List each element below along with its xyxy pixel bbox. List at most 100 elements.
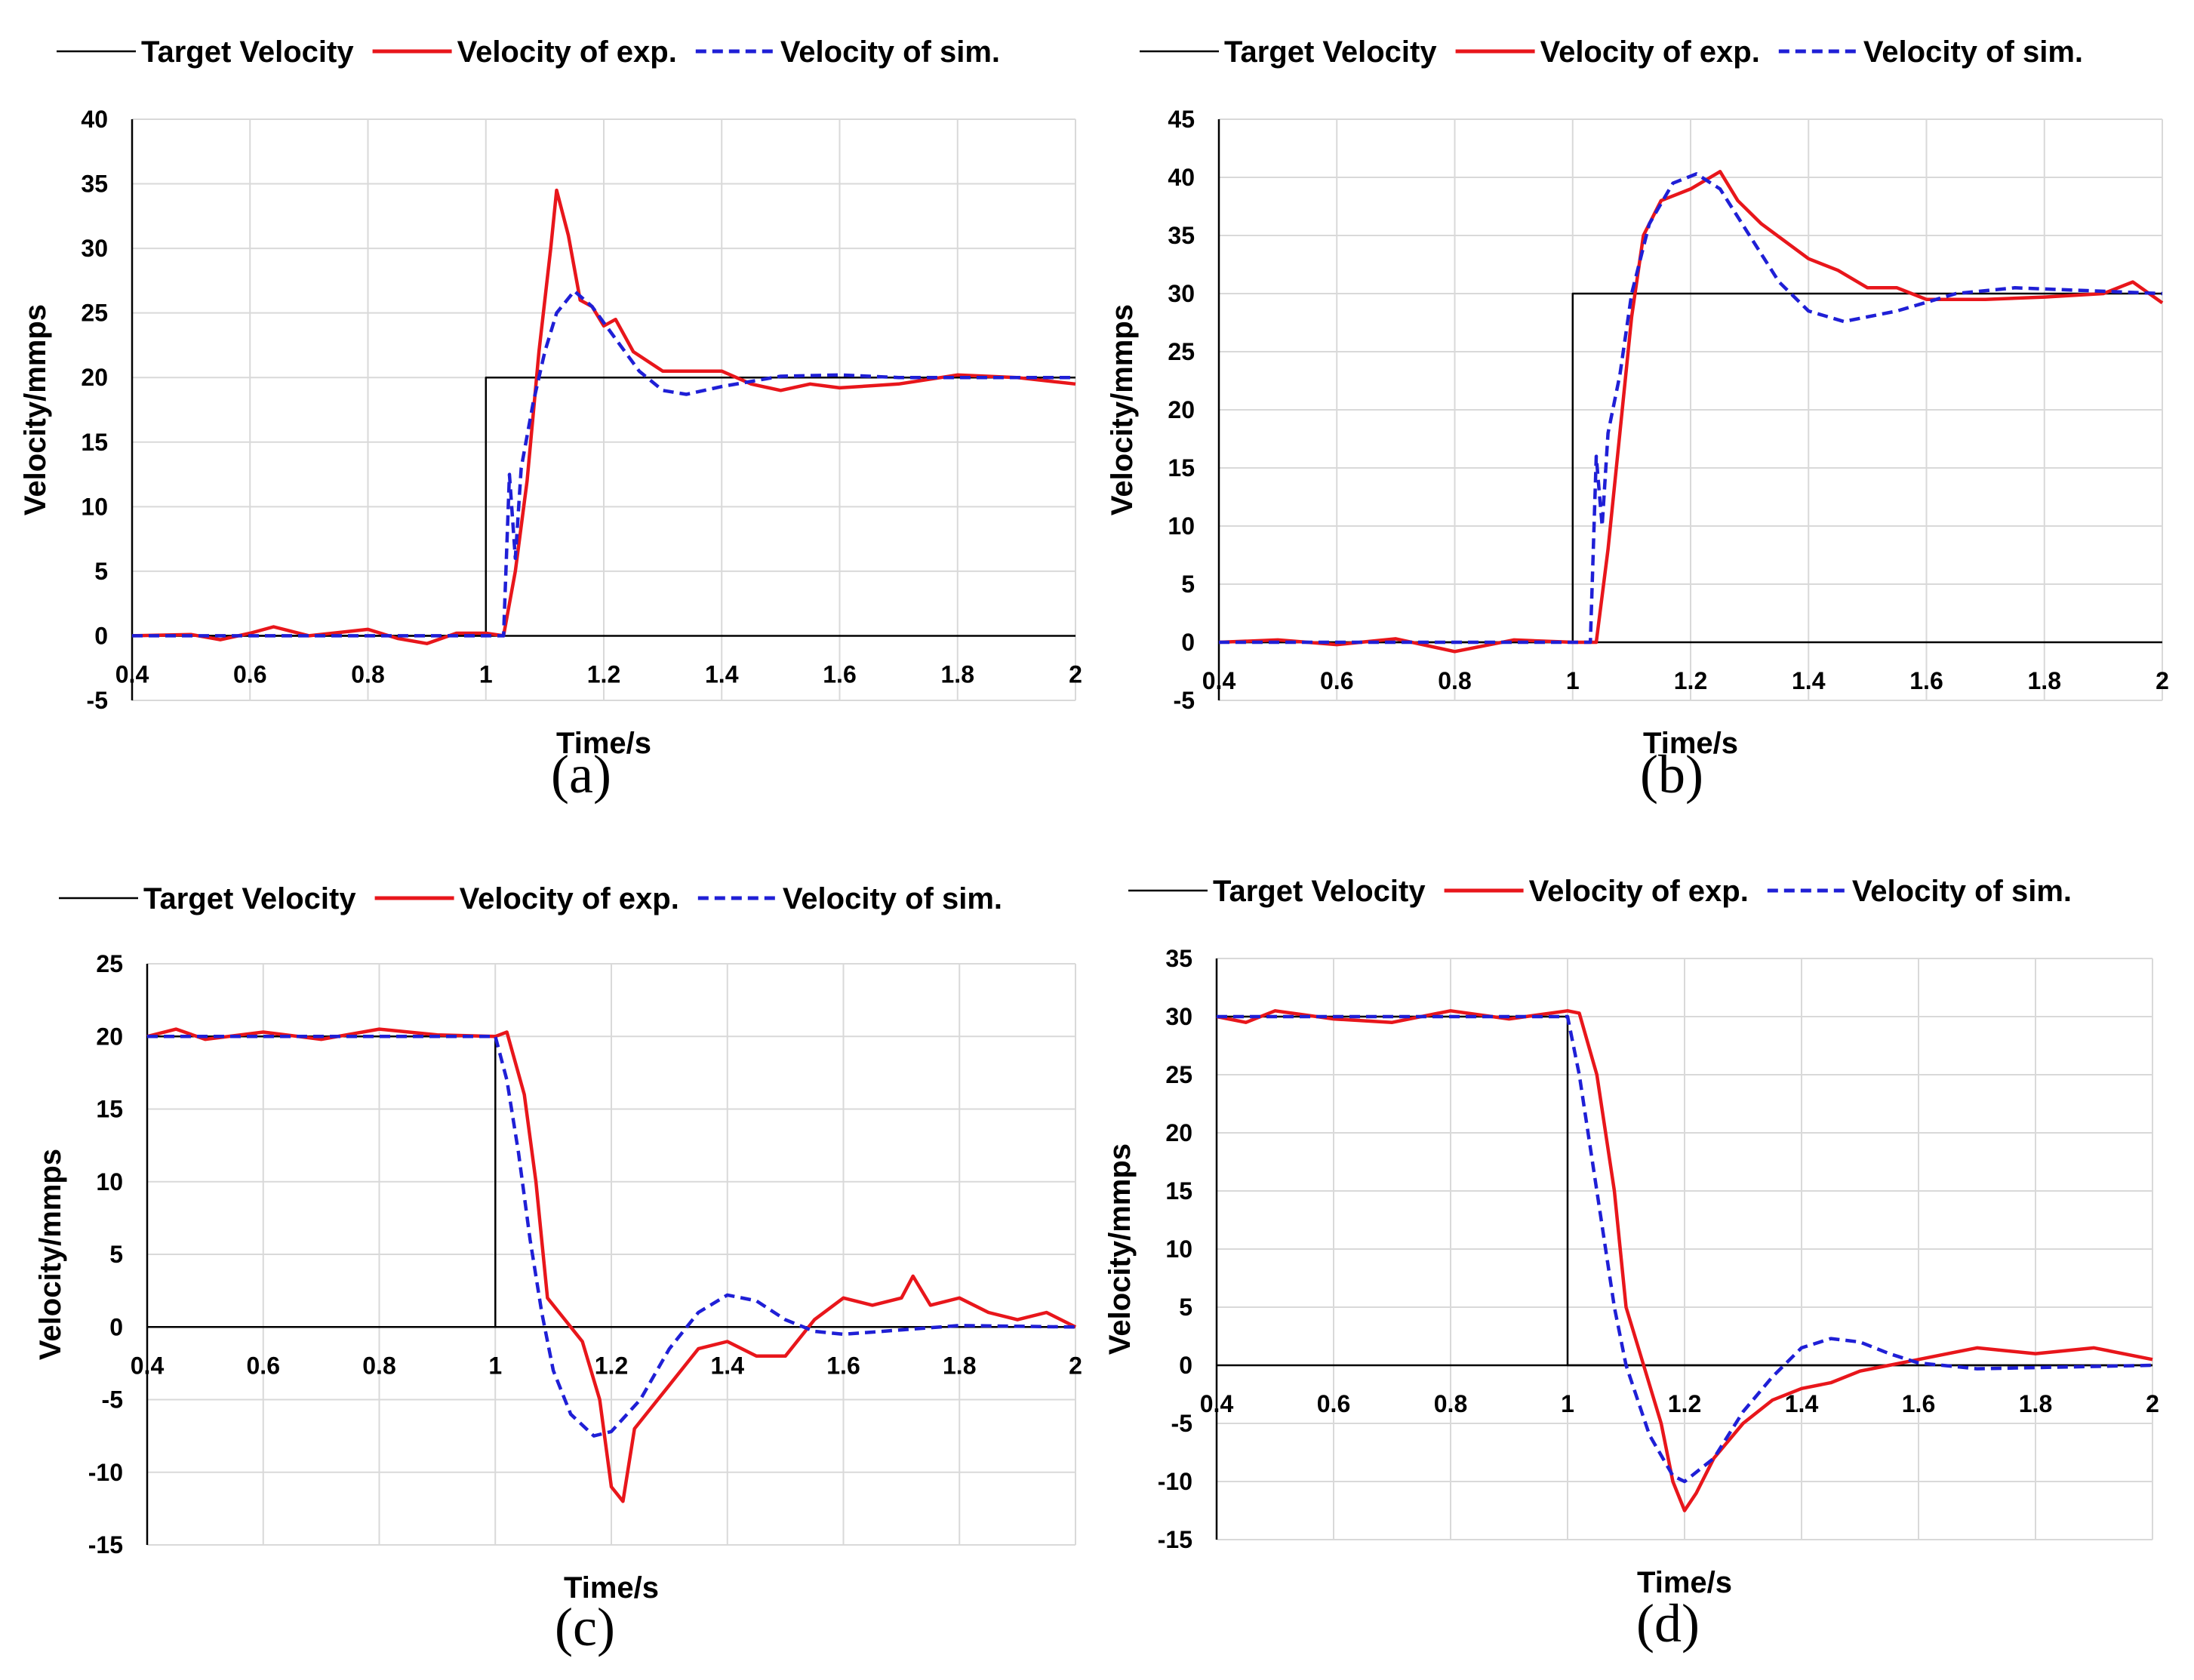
y-tick-label: 15	[96, 1096, 123, 1123]
x-tick-label: 1.4	[705, 660, 739, 688]
panel-caption: (c)	[555, 1597, 615, 1657]
x-tick-label: 2	[2146, 1390, 2159, 1417]
y-tick-label: -15	[88, 1531, 123, 1558]
y-tick-label: 5	[94, 558, 108, 585]
x-tick-label: 0.6	[233, 660, 266, 688]
x-tick-label: 1	[488, 1352, 502, 1379]
x-tick-label: 0.4	[1202, 667, 1236, 694]
legend-label: Velocity of exp.	[1540, 35, 1760, 69]
y-tick-label: 10	[96, 1168, 123, 1195]
y-tick-label: 15	[1165, 1177, 1192, 1205]
x-tick-label: 1.2	[1668, 1390, 1701, 1417]
series-line-target-velocity	[1219, 292, 2162, 644]
y-tick-label: 5	[1179, 1294, 1192, 1321]
chart-panel-a: -5 0 5 10 15 20 25 30 35 40 0.4 0.6 0.8 1 1.2 1.4 1.6 1.8…	[19, 35, 1082, 805]
y-tick-label: 10	[1168, 512, 1195, 540]
x-tick-label: 0.6	[1320, 667, 1353, 694]
panel-caption: (b)	[1640, 744, 1703, 805]
y-tick-label: 30	[1168, 280, 1195, 307]
x-tick-label: 1.8	[943, 1352, 976, 1379]
y-tick-label: -10	[1158, 1468, 1192, 1495]
x-tick-label: 1.6	[823, 660, 856, 688]
y-tick-label: 45	[1168, 106, 1195, 133]
y-tick-label: 35	[1165, 945, 1192, 972]
legend-label: Target Velocity	[143, 882, 356, 915]
y-axis-label: Velocity/mmps	[1103, 1143, 1137, 1355]
series-line-velocity-sim	[1217, 1014, 2153, 1484]
x-tick-label: 0.8	[351, 660, 384, 688]
legend-label: Velocity of sim.	[1852, 875, 2072, 908]
legend-label: Target Velocity	[1213, 875, 1426, 908]
x-tick-label: 1	[1566, 667, 1580, 694]
y-tick-label: 20	[81, 364, 108, 391]
x-tick-label: 0.8	[1438, 667, 1471, 694]
series-line-velocity-sim	[132, 289, 1075, 638]
legend-label: Velocity of exp.	[1529, 875, 1749, 908]
legend-label: Velocity of sim.	[1863, 35, 2083, 69]
x-tick-label: 0.8	[1434, 1390, 1467, 1417]
x-axis-label: Time/s	[556, 727, 651, 760]
y-tick-label: 25	[1165, 1061, 1192, 1088]
x-tick-label: 1.2	[587, 660, 620, 688]
y-tick-label: 15	[1168, 454, 1195, 482]
y-tick-label: -10	[88, 1459, 123, 1486]
legend-label: Velocity of exp.	[457, 35, 677, 69]
x-tick-label: 1.2	[1674, 667, 1707, 694]
legend-label: Velocity of exp.	[460, 882, 679, 915]
y-tick-label: 0	[1181, 629, 1195, 656]
legend-label: Velocity of sim.	[780, 35, 1000, 69]
series-line-velocity-exp	[146, 1027, 1077, 1503]
legend-label: Velocity of sim.	[783, 882, 1002, 915]
legend-label: Target Velocity	[1224, 35, 1437, 69]
x-tick-label: 1	[1561, 1390, 1574, 1417]
x-axis-label: Time/s	[1643, 727, 1738, 760]
x-tick-label: 1.8	[2028, 667, 2061, 694]
y-tick-label: -5	[1174, 687, 1195, 714]
y-tick-label: -5	[102, 1386, 123, 1414]
y-tick-label: 25	[96, 950, 123, 977]
x-tick-label: 0.8	[362, 1352, 395, 1379]
y-axis-label: Velocity/mmps	[34, 1149, 67, 1360]
panel-caption: (d)	[1636, 1593, 1700, 1654]
legend-label: Target Velocity	[141, 35, 354, 69]
y-tick-label: 10	[81, 493, 108, 520]
y-tick-label: 20	[96, 1023, 123, 1050]
y-tick-label: 5	[1181, 571, 1195, 598]
y-tick-label: 0	[1179, 1352, 1192, 1379]
y-tick-label: 15	[81, 429, 108, 456]
y-tick-label: -5	[87, 687, 108, 714]
x-tick-label: 0.4	[131, 1352, 165, 1379]
y-tick-label: 25	[1168, 338, 1195, 365]
series-line-velocity-exp	[1216, 1009, 2153, 1512]
panel-caption: (a)	[551, 744, 611, 805]
x-axis-label: Time/s	[564, 1571, 659, 1605]
x-tick-label: 1.2	[595, 1352, 628, 1379]
y-axis-label: Velocity/mmps	[1106, 304, 1139, 515]
x-tick-label: 0.6	[247, 1352, 280, 1379]
x-tick-label: 2	[2156, 667, 2169, 694]
x-tick-label: 2	[1069, 1352, 1082, 1379]
y-tick-label: 10	[1165, 1235, 1192, 1263]
y-tick-label: 40	[81, 106, 108, 133]
chart-panel-b: -5 0 5 10 15 20 25 30 35 40 45 0.4 0.6 0.8 1 1.2 1.4 1.6 1…	[1106, 35, 2169, 805]
x-tick-label: 2	[1069, 660, 1082, 688]
y-axis-label: Velocity/mmps	[19, 304, 52, 515]
y-tick-label: 35	[81, 171, 108, 198]
x-tick-label: 1.6	[1909, 667, 1943, 694]
y-tick-label: -15	[1158, 1526, 1192, 1553]
x-tick-label: 0.4	[1200, 1390, 1234, 1417]
series-line-velocity-sim	[147, 1035, 1076, 1438]
x-tick-label: 1.8	[941, 660, 974, 688]
y-tick-label: 35	[1168, 222, 1195, 249]
y-tick-label: -5	[1171, 1410, 1192, 1437]
x-tick-label: 0.6	[1317, 1390, 1350, 1417]
y-tick-label: 20	[1168, 396, 1195, 423]
x-tick-label: 1.8	[2019, 1390, 2052, 1417]
x-tick-label: 1.4	[1792, 667, 1826, 694]
x-tick-label: 1.6	[826, 1352, 860, 1379]
x-tick-label: 0.4	[115, 660, 149, 688]
y-tick-label: 30	[1165, 1003, 1192, 1030]
